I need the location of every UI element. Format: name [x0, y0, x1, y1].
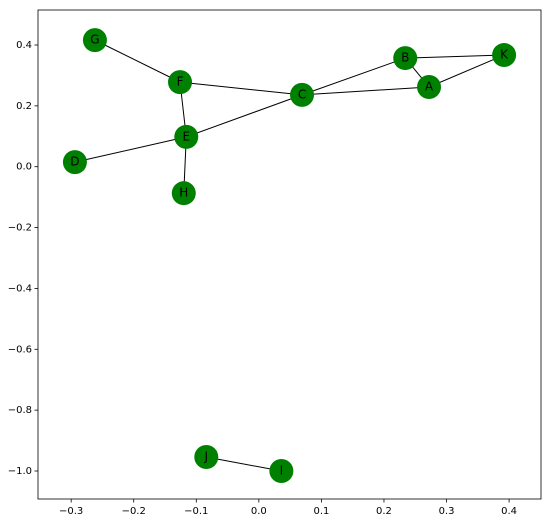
node	[194, 445, 219, 470]
node-label: E	[182, 129, 190, 143]
plot-area	[38, 10, 541, 499]
node-label: K	[500, 48, 509, 62]
y-tick-label: 0.2	[16, 101, 32, 112]
node	[168, 70, 193, 95]
x-tick-label: 0.1	[313, 506, 329, 517]
node-label: J	[204, 450, 209, 464]
edge	[94, 39, 181, 83]
edge	[301, 86, 430, 96]
x-tick-label: −0.2	[122, 506, 146, 517]
node-label: F	[177, 75, 184, 89]
node	[62, 150, 87, 175]
x-tick-label: 0.0	[251, 506, 267, 517]
x-tick-label: 0.3	[439, 506, 455, 517]
node-label: D	[70, 155, 79, 169]
edge	[186, 94, 303, 138]
x-tick-label: 0.4	[501, 506, 517, 517]
node	[82, 28, 107, 53]
y-tick-label: −0.8	[8, 405, 32, 416]
node	[417, 74, 442, 99]
y-tick-label: −0.6	[8, 344, 32, 355]
axes: −0.3 −0.2 −0.1 0.0 0.1 0.2 0.3 0.4 0.4 0.2 0.0 −0.2…	[8, 40, 517, 517]
edge	[428, 54, 505, 88]
y-tick-label: −1.0	[8, 466, 32, 477]
node	[269, 459, 294, 484]
edge	[405, 54, 505, 59]
node-label: I	[280, 464, 284, 478]
node-label: H	[179, 186, 188, 200]
node-label: G	[90, 33, 99, 47]
edge	[179, 81, 303, 96]
x-tick-label: −0.3	[59, 506, 83, 517]
x-tick-label: 0.2	[376, 506, 392, 517]
node-label: C	[298, 87, 306, 101]
y-tick-label: 0.0	[16, 162, 32, 173]
edge	[74, 136, 187, 163]
node	[171, 181, 196, 206]
y-tick-label: −0.2	[8, 223, 32, 234]
node-label: B	[401, 51, 409, 65]
node-label: A	[425, 79, 434, 93]
y-tick-label: −0.4	[8, 283, 32, 294]
edge	[301, 57, 406, 96]
axes-frame	[37, 9, 542, 500]
nodes: A B C D E F G H I J K	[62, 28, 517, 484]
y-tick-label: 0.4	[16, 40, 32, 51]
edge	[206, 456, 282, 472]
node	[290, 82, 315, 107]
node	[393, 46, 418, 71]
x-tick-label: −0.1	[184, 506, 208, 517]
node	[492, 43, 517, 68]
node	[174, 124, 199, 149]
